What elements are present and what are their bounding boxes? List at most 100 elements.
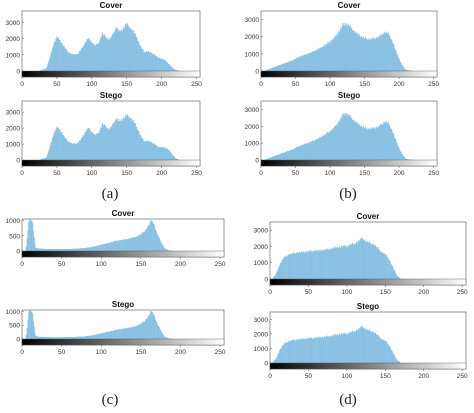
histogram-bin (116, 119, 118, 161)
gray-level-ramp (269, 278, 467, 286)
x-tick-label: 0 (20, 81, 24, 88)
histogram-bin (84, 44, 85, 72)
histogram-bin (336, 248, 337, 280)
histogram-bin (66, 249, 68, 252)
y-tick-label: 3000 (6, 110, 21, 117)
histogram-bin (357, 122, 359, 161)
histogram-bin (358, 125, 360, 161)
histogram-bin (98, 133, 100, 161)
histogram-bin (378, 127, 380, 161)
histogram-bin (389, 347, 391, 364)
histogram-bin (274, 156, 275, 161)
histogram-bin (289, 340, 291, 364)
histogram-bin (332, 39, 333, 72)
histogram-bin (372, 244, 374, 280)
histogram-bars (39, 23, 180, 72)
histogram-bin (37, 336, 39, 340)
histogram-bin (291, 254, 293, 280)
histogram-bin (78, 248, 80, 252)
histogram-bin (86, 128, 88, 161)
histogram-bars (25, 309, 173, 340)
histogram-bin (132, 30, 134, 72)
histogram-bin (135, 33, 136, 72)
histogram-bin (321, 250, 323, 280)
histogram-bin (141, 232, 143, 252)
histogram-bin (367, 330, 369, 364)
histogram-bin (396, 54, 398, 72)
histogram-bin (276, 272, 277, 280)
histogram-bin (146, 141, 148, 161)
histogram-bin (128, 116, 130, 161)
histogram-bin (279, 154, 281, 161)
histogram-bin (124, 328, 126, 340)
histogram-bin (316, 50, 317, 72)
histogram-bin (132, 120, 134, 161)
histogram-bin (322, 336, 324, 364)
histogram-bin (88, 128, 90, 161)
histogram-bin (163, 247, 165, 252)
histogram-bin (392, 268, 394, 280)
histogram-bin (325, 134, 327, 161)
histogram-bin (79, 140, 81, 161)
histogram-bin (288, 150, 290, 161)
histogram-bin (322, 250, 324, 280)
histogram-bin (173, 156, 175, 161)
histogram-bin (319, 136, 321, 161)
histogram-bin (347, 24, 349, 72)
histogram-bin (337, 123, 339, 161)
histogram-bin (145, 141, 147, 161)
histogram-bin (347, 113, 349, 161)
histogram-bin (128, 117, 129, 161)
histogram-bin (78, 141, 80, 161)
histogram-bin (162, 147, 164, 161)
histogram-bin (110, 242, 112, 252)
histogram-bin (361, 127, 363, 161)
histogram-bin (125, 25, 127, 72)
histogram-bin (315, 250, 317, 280)
histogram-bin (323, 337, 325, 364)
histogram-bin (46, 249, 48, 252)
histogram-bin (354, 122, 355, 161)
histogram-bin (144, 230, 146, 252)
histogram-bin (143, 232, 145, 252)
histogram-bin (372, 128, 373, 161)
histogram-bin (137, 130, 139, 161)
histogram-bin (377, 247, 379, 280)
y-tick-label: 500 (9, 233, 20, 240)
histogram-bin (307, 54, 308, 72)
histogram-bin (101, 244, 103, 252)
histogram-bin (29, 218, 31, 252)
histogram-bin (38, 336, 40, 340)
histogram-bin (336, 334, 338, 364)
histogram-bin (119, 329, 121, 340)
histogram-bin (401, 154, 403, 161)
histogram-bin (346, 246, 348, 280)
histogram-bin (111, 126, 113, 161)
histogram-bin (345, 333, 347, 364)
histogram-bin (81, 248, 83, 252)
histogram-bin (376, 334, 378, 364)
histogram-bin (376, 126, 377, 161)
histogram-bin (59, 337, 61, 340)
histogram-bin (303, 55, 305, 72)
histogram-bin (312, 252, 314, 280)
histogram-bin (294, 252, 296, 280)
histogram-bin (137, 130, 138, 161)
histogram-bin (337, 248, 339, 280)
x-tick-label: 250 (215, 349, 226, 356)
histogram-bin (130, 28, 132, 72)
histogram-bin (46, 67, 48, 72)
histogram-bin (28, 221, 30, 252)
histogram-bin (317, 337, 319, 364)
histogram-bin (352, 332, 354, 364)
histogram-bin (377, 37, 379, 72)
histogram-bin (339, 247, 341, 280)
y-tick-label: 1000 (6, 142, 21, 149)
histogram-bin (357, 32, 359, 72)
y-tick-label: 2000 (6, 36, 21, 43)
histogram-bin (88, 128, 90, 161)
histogram-bin (111, 331, 113, 340)
histogram-bin (360, 36, 362, 72)
histogram-bin (152, 54, 154, 72)
y-tick-label: 1000 (254, 346, 269, 353)
